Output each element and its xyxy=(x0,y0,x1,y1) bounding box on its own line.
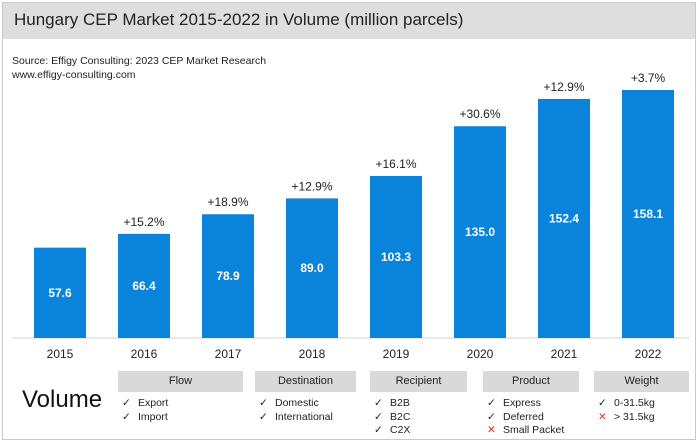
segment-item: ✓ International xyxy=(255,411,356,425)
bar-2020 xyxy=(454,126,506,338)
segment-item-label: Export xyxy=(138,397,169,409)
segment-flow: Flow ✓ Export ✓ Import xyxy=(118,371,243,424)
growth-label: +3.7% xyxy=(631,71,666,85)
segment-item-label: B2C xyxy=(390,410,411,423)
bar-2015 xyxy=(34,247,86,338)
growth-label: +12.9% xyxy=(543,80,584,94)
check-icon: ✓ xyxy=(259,410,268,423)
x-tick-label: 2015 xyxy=(47,347,74,361)
segment-item: ✓ B2C xyxy=(370,411,467,425)
segment-destination: Destination ✓ Domestic ✓ International xyxy=(255,371,356,424)
segment-item-label: International xyxy=(275,410,333,423)
bar-value-label: 78.9 xyxy=(216,269,240,283)
x-tick-label: 2018 xyxy=(299,347,326,361)
x-tick-label: 2020 xyxy=(467,347,494,361)
segment-title: Flow xyxy=(118,371,243,392)
growth-label: +15.2% xyxy=(123,215,164,229)
volume-label: Volume xyxy=(22,386,103,413)
segment-list: ✓ Domestic ✓ International xyxy=(255,397,356,424)
bar-2017 xyxy=(202,214,254,338)
check-icon: ✓ xyxy=(374,410,383,423)
segment-item: ✓ Express xyxy=(483,397,579,411)
growth-label: +16.1% xyxy=(375,157,416,171)
segment-item: ✓ Export xyxy=(118,397,243,411)
check-icon: ✓ xyxy=(598,397,607,409)
bar-2016 xyxy=(118,233,170,338)
segment-weight: Weight ✓ 0-31.5kg ✕ > 31.5kg xyxy=(594,371,689,424)
title-bar: Hungary CEP Market 2015-2022 in Volume (… xyxy=(3,3,695,39)
growth-label: +12.9% xyxy=(291,179,332,193)
segment-list: ✓ Export ✓ Import xyxy=(118,397,243,424)
segment-item: ✓ Deferred xyxy=(483,411,579,425)
segment-item-label: C2X xyxy=(390,424,411,436)
check-icon: ✓ xyxy=(122,410,131,423)
segment-product: Product ✓ Express ✓ Deferred ✕ Small Packet xyxy=(483,371,579,438)
segment-item: ✓ B2B xyxy=(370,397,467,411)
bar-value-label: 158.1 xyxy=(633,207,663,221)
check-icon: ✓ xyxy=(374,424,383,436)
segment-item-label: Small Packet xyxy=(503,424,565,436)
bar-2022 xyxy=(622,90,674,338)
segment-item: ✓ 0-31.5kg xyxy=(594,397,689,411)
bar-2019 xyxy=(370,175,422,338)
source-url: www.effigy-consulting.com xyxy=(12,69,136,81)
cross-icon: ✕ xyxy=(487,424,496,436)
x-tick-label: 2016 xyxy=(131,347,158,361)
segment-item: ✓ Domestic xyxy=(255,397,356,411)
segment-item-label: Import xyxy=(138,410,168,423)
segment-title: Destination xyxy=(255,371,356,392)
check-icon: ✓ xyxy=(122,397,131,409)
segment-title: Weight xyxy=(594,371,689,392)
segment-item-label: Express xyxy=(503,397,541,409)
segment-list: ✓ B2B ✓ B2C ✓ C2X xyxy=(370,397,467,438)
check-icon: ✓ xyxy=(487,397,496,409)
x-tick-label: 2022 xyxy=(635,347,662,361)
segment-list: ✓ 0-31.5kg ✕ > 31.5kg xyxy=(594,397,689,424)
segment-recipient: Recipient ✓ B2B ✓ B2C ✓ C2X xyxy=(370,371,467,438)
bar-value-label: 103.3 xyxy=(381,250,411,264)
segment-item-label: > 31.5kg xyxy=(614,410,655,423)
segment-item-label: Domestic xyxy=(275,397,319,409)
source-line: Source: Effigy Consulting: 2023 CEP Mark… xyxy=(12,55,267,67)
segment-item-label: 0-31.5kg xyxy=(614,397,655,409)
source-block: Source: Effigy Consulting: 2023 CEP Mark… xyxy=(12,54,266,82)
segment-item: ✓ Import xyxy=(118,411,243,425)
chart-title: Hungary CEP Market 2015-2022 in Volume (… xyxy=(14,10,464,29)
bar-value-label: 135.0 xyxy=(465,225,495,239)
segment-item-label: B2B xyxy=(390,397,410,409)
segment-item: ✓ C2X xyxy=(370,424,467,438)
x-tick-label: 2019 xyxy=(383,347,410,361)
check-icon: ✓ xyxy=(487,410,496,423)
segment-list: ✓ Express ✓ Deferred ✕ Small Packet xyxy=(483,397,579,438)
x-tick-label: 2021 xyxy=(551,347,578,361)
check-icon: ✓ xyxy=(374,397,383,409)
bar-value-label: 57.6 xyxy=(48,286,72,300)
x-tick-label: 2017 xyxy=(215,347,242,361)
bar-2018 xyxy=(286,198,338,338)
bar-value-label: 89.0 xyxy=(300,261,324,275)
segment-title: Recipient xyxy=(370,371,467,392)
chart-frame xyxy=(2,2,696,440)
bar-value-label: 66.4 xyxy=(132,279,156,293)
segment-item-label: Deferred xyxy=(503,410,544,423)
growth-label: +30.6% xyxy=(459,107,500,121)
bar-2021 xyxy=(538,98,590,338)
segment-item: ✕ Small Packet xyxy=(483,424,579,438)
segment-title: Product xyxy=(483,371,579,392)
growth-label: +18.9% xyxy=(207,195,248,209)
segment-item: ✕ > 31.5kg xyxy=(594,411,689,425)
bar-value-label: 152.4 xyxy=(549,211,579,225)
check-icon: ✓ xyxy=(259,397,268,409)
cross-icon: ✕ xyxy=(598,410,607,423)
